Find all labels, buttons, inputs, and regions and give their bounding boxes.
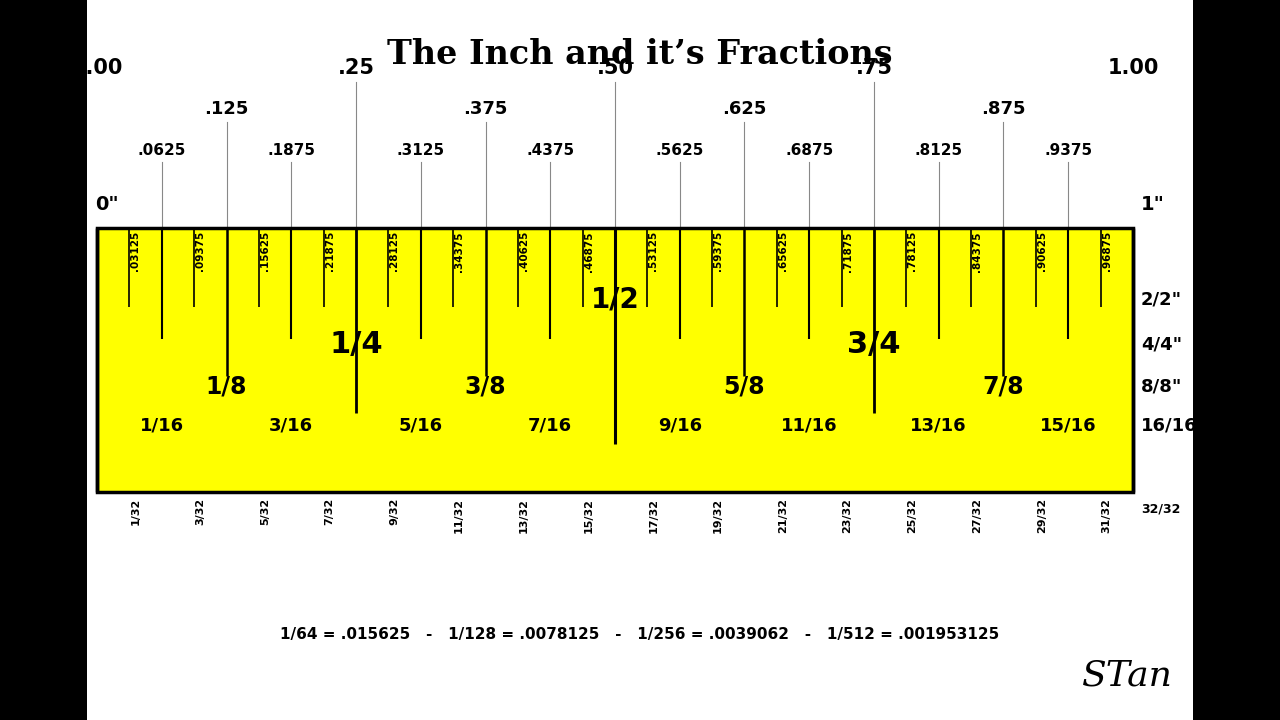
- Text: 3/16: 3/16: [269, 417, 314, 435]
- Text: .53125: .53125: [649, 231, 658, 271]
- Text: .4375: .4375: [526, 143, 575, 158]
- Text: .3125: .3125: [397, 143, 445, 158]
- Text: 0.00: 0.00: [72, 58, 123, 78]
- Text: .5625: .5625: [655, 143, 704, 158]
- Text: 25/32: 25/32: [908, 498, 918, 533]
- Text: .71875: .71875: [842, 231, 852, 271]
- Text: 21/32: 21/32: [778, 498, 788, 533]
- Text: STan: STan: [1082, 658, 1172, 692]
- Text: 5/16: 5/16: [398, 417, 443, 435]
- Text: 11/16: 11/16: [781, 417, 837, 435]
- Text: 15/32: 15/32: [584, 498, 594, 533]
- Text: 19/32: 19/32: [713, 498, 723, 533]
- Text: 15/16: 15/16: [1039, 417, 1097, 435]
- Text: .09375: .09375: [195, 231, 205, 271]
- Text: 1/4: 1/4: [329, 330, 383, 359]
- Text: 11/32: 11/32: [454, 498, 465, 533]
- Text: .34375: .34375: [454, 231, 465, 271]
- Text: 1/32: 1/32: [131, 498, 141, 526]
- Text: .875: .875: [982, 100, 1025, 118]
- Text: 9/16: 9/16: [658, 417, 701, 435]
- Text: 1/16: 1/16: [140, 417, 184, 435]
- Text: .50: .50: [596, 58, 634, 78]
- Text: .03125: .03125: [131, 231, 141, 271]
- Text: .65625: .65625: [778, 231, 788, 271]
- Bar: [0, 0, 87, 720]
- Text: 32/32: 32/32: [1140, 503, 1180, 516]
- Text: 3/32: 3/32: [195, 498, 205, 525]
- Text: .90625: .90625: [1037, 231, 1047, 271]
- Text: 8/8": 8/8": [1140, 377, 1183, 395]
- Text: .125: .125: [205, 100, 248, 118]
- Text: 27/32: 27/32: [972, 498, 982, 533]
- Text: 1": 1": [1140, 195, 1165, 214]
- Text: 17/32: 17/32: [649, 498, 658, 533]
- Text: 5/8: 5/8: [723, 374, 765, 398]
- Text: 9/32: 9/32: [389, 498, 399, 526]
- Text: .40625: .40625: [518, 231, 529, 271]
- Text: 7/32: 7/32: [325, 498, 334, 526]
- Text: 31/32: 31/32: [1102, 498, 1111, 533]
- Text: .78125: .78125: [908, 231, 918, 271]
- Text: 2/2": 2/2": [1140, 290, 1183, 308]
- Text: 13/32: 13/32: [518, 498, 529, 533]
- Text: 4/4": 4/4": [1140, 335, 1183, 353]
- Text: .1875: .1875: [268, 143, 315, 158]
- Text: 1/64 = .015625   -   1/128 = .0078125   -   1/256 = .0039062   -   1/512 = .0019: 1/64 = .015625 - 1/128 = .0078125 - 1/25…: [280, 628, 1000, 642]
- Text: .9375: .9375: [1044, 143, 1092, 158]
- Text: 1/8: 1/8: [206, 374, 247, 398]
- Text: 7/16: 7/16: [529, 417, 572, 435]
- Text: .96875: .96875: [1102, 231, 1111, 271]
- Text: .84375: .84375: [972, 231, 982, 271]
- Text: .46875: .46875: [584, 231, 594, 271]
- Text: .59375: .59375: [713, 231, 723, 271]
- Text: 5/32: 5/32: [260, 498, 270, 525]
- Text: .6875: .6875: [785, 143, 833, 158]
- Text: .21875: .21875: [325, 231, 334, 271]
- Text: .0625: .0625: [137, 143, 186, 158]
- Text: 1/2: 1/2: [590, 285, 640, 313]
- Text: 1.00: 1.00: [1107, 58, 1158, 78]
- Text: 29/32: 29/32: [1037, 498, 1047, 533]
- Text: 3/4: 3/4: [847, 330, 901, 359]
- Text: .15625: .15625: [260, 231, 270, 271]
- Text: .28125: .28125: [389, 231, 399, 271]
- Text: 16/16": 16/16": [1140, 417, 1207, 435]
- Text: .8125: .8125: [915, 143, 963, 158]
- Text: 0": 0": [95, 195, 119, 214]
- Text: 7/8: 7/8: [983, 374, 1024, 398]
- Text: The Inch and it’s Fractions: The Inch and it’s Fractions: [388, 38, 892, 71]
- Text: .625: .625: [722, 100, 767, 118]
- Text: 3/8: 3/8: [465, 374, 507, 398]
- Text: 13/16: 13/16: [910, 417, 966, 435]
- Text: .75: .75: [855, 58, 892, 78]
- Text: .375: .375: [463, 100, 508, 118]
- Bar: [1193, 0, 1280, 720]
- Text: 23/32: 23/32: [842, 498, 852, 533]
- Text: .25: .25: [338, 58, 375, 78]
- Bar: [97, 228, 1133, 492]
